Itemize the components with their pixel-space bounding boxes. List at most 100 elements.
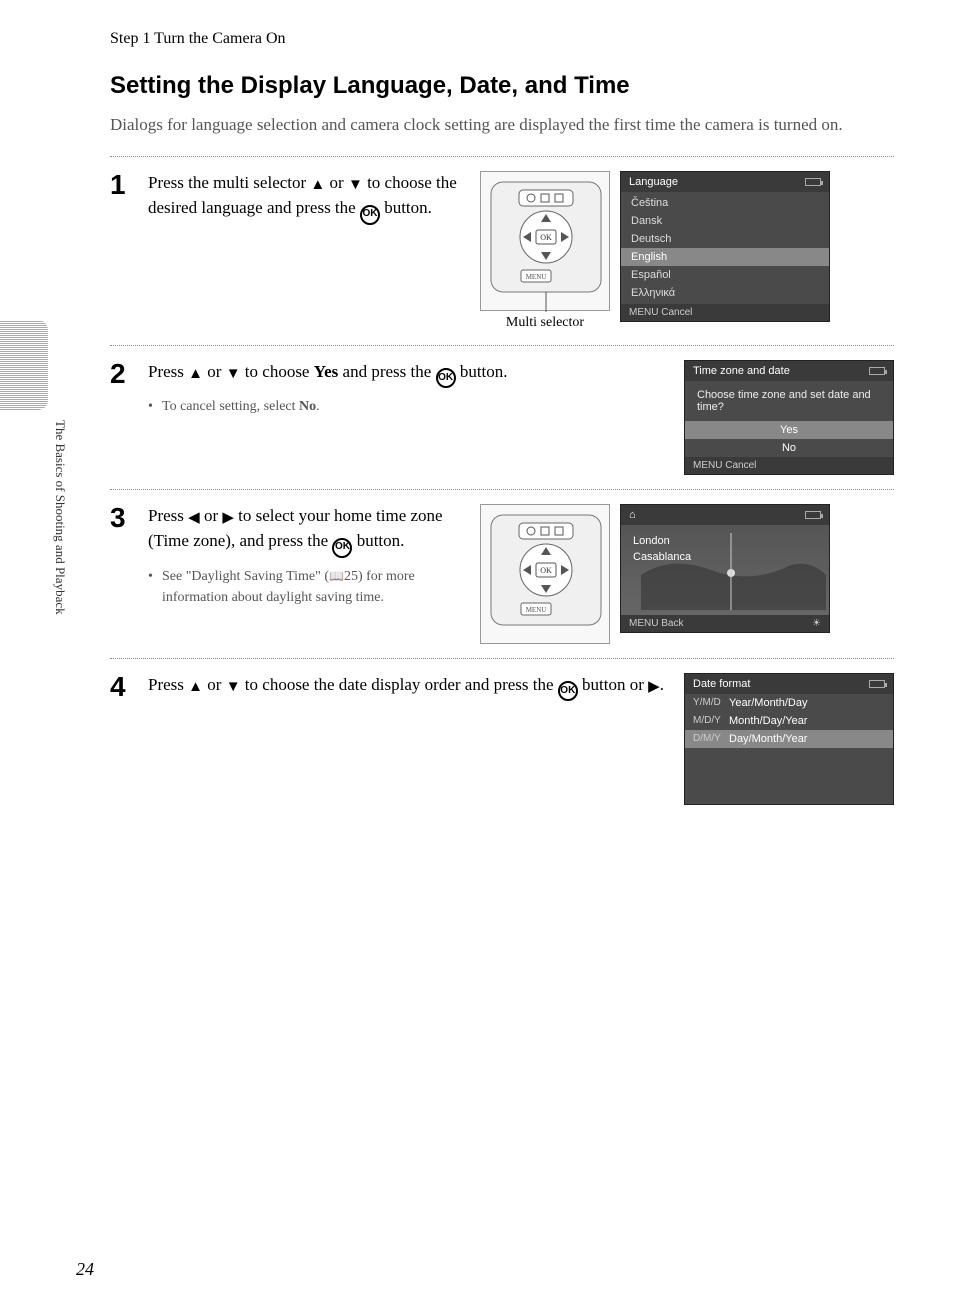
battery-icon [869,680,885,688]
language-option: Español [621,266,829,284]
text: or [325,173,348,192]
screen-title: Language [629,176,678,188]
step-1: 1 Press the multi selector ▲ or ▼ to cho… [110,156,894,345]
svg-text:OK: OK [540,233,552,242]
up-arrow-icon: ▲ [188,679,203,695]
home-icon: ⌂ [629,509,636,521]
page-edge-decoration [0,320,48,410]
language-option: English [621,248,829,266]
date-format-option: M/D/Y Month/Day/Year [685,712,893,730]
screen-footer-cancel: MENU Cancel [693,460,756,471]
text: . [660,675,664,694]
step-number: 1 [110,171,134,331]
menu-icon: MENU [693,460,722,471]
language-screen: Language ČeštinaDanskDeutschEnglishEspañ… [620,171,830,322]
step-2: 2 Press ▲ or ▼ to choose Yes and press t… [110,345,894,489]
intro-paragraph: Dialogs for language selection and camer… [110,112,894,138]
text: . [316,399,320,414]
text: Press [148,675,188,694]
menu-icon: MENU [629,618,658,629]
text: or [203,675,226,694]
step-instruction: Press the multi selector ▲ or ▼ to choos… [148,171,468,331]
screen-footer-cancel: MENU Cancel [629,307,692,318]
format-prefix: D/M/Y [693,733,723,745]
right-arrow-icon: ▶ [222,510,234,526]
step-number: 2 [110,360,134,475]
screen-message: Choose time zone and set date and time? [685,381,893,421]
step-bullet: See "Daylight Saving Time" (📖25) for mor… [148,566,468,608]
text: button or [578,675,648,694]
dst-icon: ☀ [812,618,821,629]
ok-button-icon: OK [436,368,456,388]
svg-text:MENU: MENU [526,606,547,614]
page-number: 24 [76,1259,94,1280]
svg-text:OK: OK [540,566,552,575]
date-format-screen: Date format Y/M/D Year/Month/Day M/D/Y Mont… [684,673,894,805]
step-instruction: Press ▲ or ▼ to choose the date display … [148,673,672,805]
format-prefix: M/D/Y [693,715,723,727]
step-bullet: To cancel setting, select No. [148,396,672,417]
text: Press [148,506,188,525]
step-number: 3 [110,504,134,644]
battery-icon [805,511,821,519]
diagram-caption: Multi selector [506,315,584,331]
world-map: London Casablanca [621,525,829,615]
text: button. [352,531,404,550]
timezone-map-screen: ⌂ London Casablanca MENU Back ☀ [620,504,830,633]
text: to choose [241,362,314,381]
page-ref: 25 [344,569,358,584]
step-4: 4 Press ▲ or ▼ to choose the date displa… [110,658,894,819]
step-number: 4 [110,673,134,805]
confirm-option: Yes [685,421,893,439]
format-prefix: Y/M/D [693,697,723,709]
down-arrow-icon: ▼ [226,679,241,695]
battery-icon [805,178,821,186]
format-label: Day/Month/Year [729,733,807,745]
language-option: Dansk [621,212,829,230]
ok-button-icon: OK [558,681,578,701]
language-option: Ελληνικά [621,284,829,302]
screen-title: Date format [693,678,750,690]
step-instruction: Press ▲ or ▼ to choose Yes and press the… [148,360,672,475]
left-arrow-icon: ◀ [188,510,200,526]
text: to choose the date display order and pre… [241,675,558,694]
text: See "Daylight Saving Time" ( [162,569,329,584]
menu-icon: MENU [629,307,658,318]
bold-yes: Yes [314,362,339,381]
timezone-confirm-screen: Time zone and date Choose time zone and … [684,360,894,475]
svg-text:MENU: MENU [526,273,547,281]
language-option: Čeština [621,194,829,212]
text: or [203,362,226,381]
down-arrow-icon: ▼ [348,177,363,193]
camera-diagram: OK MENU [480,504,610,644]
down-arrow-icon: ▼ [226,366,241,382]
text: button. [380,198,432,217]
book-icon: 📖 [329,569,344,583]
bold-no: No [299,399,316,414]
section-tab-label: The Basics of Shooting and Playback [52,420,68,615]
screen-title: Time zone and date [693,365,790,377]
page-header: Step 1 Turn the Camera On [110,30,894,48]
ok-button-icon: OK [360,205,380,225]
date-format-option: Y/M/D Year/Month/Day [685,694,893,712]
step-instruction: Press ◀ or ▶ to select your home time zo… [148,504,468,644]
right-arrow-icon: ▶ [648,679,660,695]
text: Press the multi selector [148,173,310,192]
text: button. [456,362,508,381]
up-arrow-icon: ▲ [310,177,325,193]
text: and press the [338,362,435,381]
battery-icon [869,367,885,375]
format-label: Month/Day/Year [729,715,807,727]
text: Press [148,362,188,381]
screen-footer-back: MENU Back [629,618,683,629]
ok-button-icon: OK [332,538,352,558]
format-label: Year/Month/Day [729,697,807,709]
camera-diagram: OK MENU Multi selector [480,171,610,331]
up-arrow-icon: ▲ [188,366,203,382]
language-option: Deutsch [621,230,829,248]
text: or [200,506,223,525]
confirm-option: No [685,439,893,457]
text: To cancel setting, select [162,399,299,414]
date-format-option: D/M/Y Day/Month/Year [685,730,893,748]
page-title: Setting the Display Language, Date, and … [110,72,894,100]
